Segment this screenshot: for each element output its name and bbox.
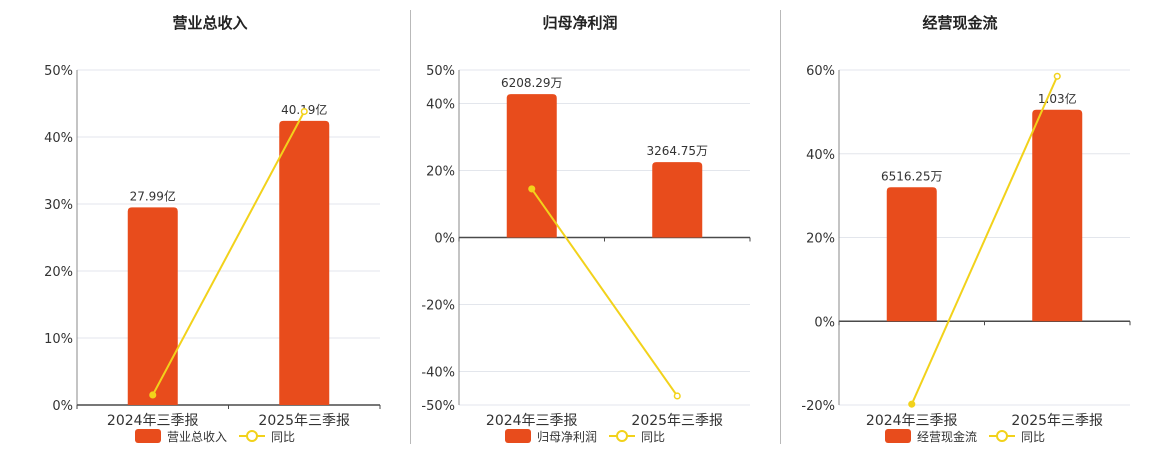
panel-divider: [410, 10, 411, 444]
panel-divider: [780, 10, 781, 444]
y-tick-label: -40%: [421, 366, 455, 381]
y-tick-label: 40%: [426, 98, 455, 113]
y-tick-label: -20%: [801, 399, 835, 414]
bar-data-label: 27.99亿: [130, 188, 176, 203]
chart-title: 营业总收入: [172, 14, 247, 32]
y-tick-label: -50%: [421, 399, 455, 414]
y-tick-label: 30%: [44, 198, 73, 213]
bar: [1032, 109, 1083, 322]
legend-bar-label: 归母净利润: [537, 430, 597, 444]
bar-data-label: 6516.25万: [881, 169, 943, 183]
y-tick-label: 0%: [814, 315, 835, 330]
legend-bar-swatch: [885, 429, 911, 443]
x-tick-label: 2024年三季报: [486, 413, 578, 429]
legend-bar-label: 营业总收入: [167, 430, 227, 444]
legend-bar-label: 经营现金流: [917, 429, 977, 444]
y-tick-label: 10%: [44, 332, 73, 347]
yoy-point: [1053, 72, 1061, 80]
x-tick-label: 2024年三季报: [107, 413, 199, 429]
y-tick-label: 0%: [52, 399, 73, 414]
legend-bar-swatch: [135, 429, 161, 443]
yoy-line: [151, 111, 306, 396]
chart-title: 经营现金流: [922, 14, 997, 32]
yoy-point: [528, 185, 536, 193]
legend-line-marker: [246, 430, 258, 442]
bar-data-label: 1.03亿: [1038, 91, 1077, 106]
legend-line-label: 同比: [641, 430, 665, 444]
yoy-point: [673, 392, 681, 400]
legend-line-label: 同比: [271, 430, 295, 444]
y-tick-label: 20%: [426, 165, 455, 180]
yoy-point: [149, 391, 157, 399]
x-tick-label: 2025年三季报: [631, 413, 723, 429]
bar: [886, 187, 937, 322]
x-tick-label: 2024年三季报: [866, 413, 958, 429]
chart-panel-2: 归母净利润 -50% -40% -20% 0% 20% 40% 50% 2024年三季报 2025…: [421, 14, 751, 444]
y-tick-label: 60%: [806, 64, 835, 79]
legend-line-marker: [996, 430, 1008, 442]
yoy-line: [910, 75, 1059, 405]
y-tick-label: 20%: [44, 265, 73, 280]
y-tick-label: -20%: [421, 299, 455, 314]
chart-panel-3: 经营现金流 -20% 0% 20% 40% 60% 2024年三季报 2025年三季报 6516…: [801, 14, 1131, 444]
yoy-point: [908, 400, 916, 408]
chart-title: 归母净利润: [542, 14, 617, 32]
chart-panel-1: 营业总收入 0% 10% 20% 30% 40% 50% 2024年三季报 2025年三季报 27…: [44, 14, 381, 444]
x-tick-label: 2025年三季报: [1011, 413, 1103, 429]
bar-data-label: 3264.75万: [646, 144, 708, 158]
yoy-point: [300, 107, 308, 116]
bar: [652, 162, 703, 238]
bar: [279, 120, 330, 406]
legend-line-marker: [616, 430, 628, 442]
bar-data-label: 6208.29万: [501, 76, 563, 90]
bar: [127, 207, 178, 405]
bar: [506, 94, 557, 238]
y-tick-label: 40%: [44, 131, 73, 146]
y-tick-label: 0%: [434, 232, 455, 247]
y-tick-label: 40%: [806, 148, 835, 163]
x-tick-label: 2025年三季报: [258, 413, 350, 429]
y-tick-label: 50%: [44, 64, 73, 79]
yoy-line: [530, 188, 679, 397]
y-tick-label: 20%: [806, 232, 835, 247]
legend-line-label: 同比: [1021, 430, 1045, 444]
legend-bar-swatch: [505, 429, 531, 443]
y-tick-label: 50%: [426, 64, 455, 79]
